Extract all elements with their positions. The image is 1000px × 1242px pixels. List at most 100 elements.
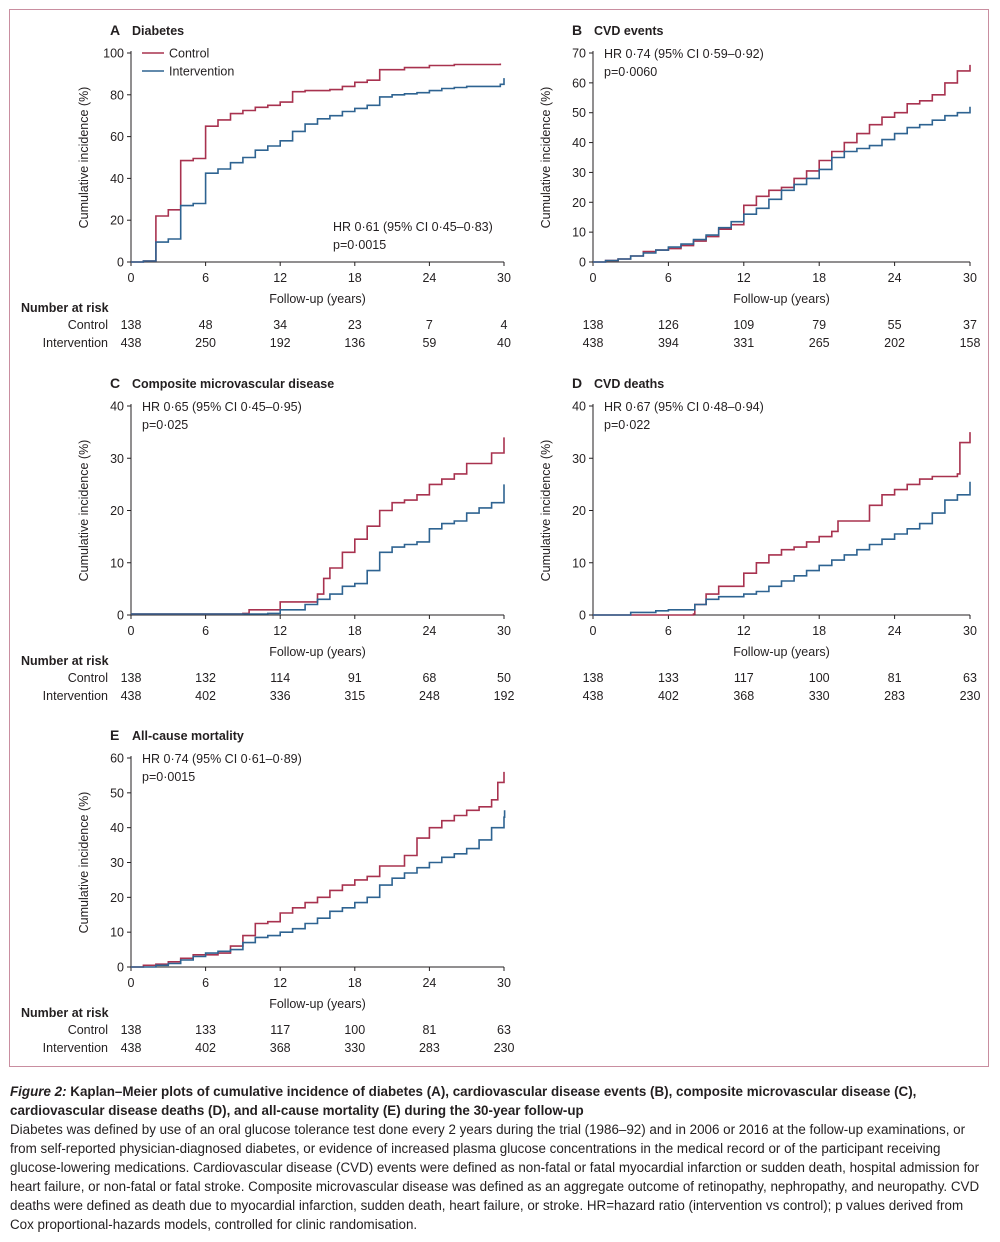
panel-a-x-tick-label: 30 [497, 271, 511, 285]
panel-b-risk-control-value: 138 [583, 318, 604, 332]
panel-e-intervention-curve [131, 810, 506, 968]
panel-e-risk-control-value: 117 [270, 1023, 290, 1037]
panel-c-risk-label-intervention: Intervention [43, 689, 108, 703]
panel-e-control-curve [131, 771, 505, 968]
panel-c-y-tick-label: 20 [110, 504, 124, 518]
panel-b-letter: B [572, 22, 582, 38]
panel-d-x-tick-label: 0 [590, 624, 597, 638]
panel-e-hazard-ratio: HR 0·74 (95% CI 0·61–0·89) [142, 752, 302, 766]
panel-c-y-axis-title: Cumulative incidence (%) [77, 440, 91, 582]
panel-a-x-tick-label: 12 [273, 271, 287, 285]
panel-d-risk-intervention-value: 402 [658, 689, 679, 703]
panel-b-hazard-ratio: HR 0·74 (95% CI 0·59–0·92) [604, 47, 764, 61]
panel-e-risk-control-value: 138 [121, 1023, 142, 1037]
panel-b-risk-control-value: 37 [963, 318, 977, 332]
panel-a-risk-intervention-value: 250 [195, 336, 216, 350]
panel-c-p-value: p=0·025 [142, 418, 188, 432]
panel-b-risk-intervention-value: 438 [583, 336, 604, 350]
panel-c-risk-control-value: 114 [270, 671, 290, 685]
panel-e-risk-control-value: 100 [344, 1023, 365, 1037]
panel-b-risk-control-value: 55 [888, 318, 902, 332]
panel-d-x-tick-label: 6 [665, 624, 672, 638]
panel-d-y-tick-label: 0 [579, 609, 586, 623]
panel-b-x-tick-label: 30 [963, 271, 977, 285]
panel-a-risk-header: Number at risk [21, 301, 109, 315]
panel-a-y-tick-label: 60 [110, 130, 124, 144]
panel-e-y-axis-title: Cumulative incidence (%) [77, 792, 91, 934]
panel-d-y-tick-label: 10 [572, 556, 586, 570]
panel-a-y-tick-label: 80 [110, 88, 124, 102]
panel-b-y-tick-label: 50 [572, 106, 586, 120]
panel-e-x-tick-label: 24 [422, 976, 436, 990]
panel-b-title: CVD events [594, 24, 664, 38]
panel-a-x-tick-label: 0 [128, 271, 135, 285]
panel-e-p-value: p=0·0015 [142, 770, 195, 784]
panel-a-legend-label-intervention: Intervention [169, 65, 234, 79]
panel-a-y-tick-label: 40 [110, 172, 124, 186]
panel-b-risk-intervention-value: 265 [809, 336, 830, 350]
panel-b-y-tick-label: 40 [572, 136, 586, 150]
panel-b-x-tick-label: 6 [665, 271, 672, 285]
panel-b-p-value: p=0·0060 [604, 65, 657, 79]
panel-a-risk-intervention-value: 59 [422, 336, 436, 350]
panel-e-risk-intervention-value: 402 [195, 1041, 216, 1055]
panel-d-risk-control-value: 63 [963, 671, 977, 685]
panel-e-risk-intervention-value: 330 [344, 1041, 365, 1055]
panel-a-p-value: p=0·0015 [333, 238, 386, 252]
panel-e-risk-label-intervention: Intervention [43, 1041, 108, 1055]
panel-a-risk-control-value: 138 [121, 318, 142, 332]
panel-d-title: CVD deaths [594, 377, 664, 391]
panel-a-letter: A [110, 22, 120, 38]
panel-e-risk-control-value: 81 [422, 1023, 436, 1037]
panel-a-risk-intervention-value: 136 [344, 336, 365, 350]
panel-b-x-tick-label: 12 [737, 271, 751, 285]
panel-d-risk-control-value: 81 [888, 671, 902, 685]
panel-e-x-tick-label: 12 [273, 976, 287, 990]
panel-e-risk-intervention-value: 368 [270, 1041, 291, 1055]
panel-c-risk-control-value: 138 [121, 671, 142, 685]
panel-d-control-curve [593, 432, 971, 616]
panel-b-x-tick-label: 18 [812, 271, 826, 285]
panel-a-risk-control-value: 7 [426, 318, 433, 332]
panel-c-x-axis-title: Follow-up (years) [269, 645, 366, 659]
panel-d-risk-intervention-value: 283 [884, 689, 905, 703]
panel-e-y-tick-label: 30 [110, 856, 124, 870]
panel-a-x-axis-title: Follow-up (years) [269, 292, 366, 306]
panel-c-risk-control-value: 132 [195, 671, 216, 685]
panel-c-risk-intervention-value: 336 [270, 689, 291, 703]
panel-d-y-tick-label: 40 [572, 400, 586, 414]
panel-c-x-tick-label: 24 [422, 624, 436, 638]
panel-a-risk-intervention-value: 438 [121, 336, 142, 350]
panel-e-x-axis-title: Follow-up (years) [269, 997, 366, 1011]
panel-b-y-tick-label: 0 [579, 256, 586, 270]
figure-caption: Figure 2: Kaplan–Meier plots of cumulati… [10, 1082, 990, 1234]
panel-e-y-tick-label: 0 [117, 961, 124, 975]
panel-d-x-tick-label: 24 [888, 624, 902, 638]
panel-d-y-tick-label: 20 [572, 504, 586, 518]
panel-c-x-tick-label: 6 [202, 624, 209, 638]
panel-c-risk-intervention-value: 192 [494, 689, 515, 703]
panel-e-risk-control-value: 133 [195, 1023, 216, 1037]
panel-c-risk-control-value: 68 [422, 671, 436, 685]
panel-c-y-tick-label: 30 [110, 452, 124, 466]
panel-b-intervention-curve [593, 106, 971, 263]
panel-c-risk-control-value: 91 [348, 671, 362, 685]
panel-a-y-tick-label: 20 [110, 214, 124, 228]
caption-body: Diabetes was defined by use of an oral g… [10, 1122, 980, 1232]
panel-c-risk-intervention-value: 402 [195, 689, 216, 703]
panel-e-risk-intervention-value: 283 [419, 1041, 440, 1055]
panel-d-x-tick-label: 30 [963, 624, 977, 638]
panel-e-y-tick-label: 50 [110, 786, 124, 800]
panel-b-y-tick-label: 10 [572, 226, 586, 240]
panel-b-y-tick-label: 60 [572, 76, 586, 90]
panel-b-control-curve [593, 64, 971, 263]
panel-d-risk-control-value: 100 [809, 671, 830, 685]
panel-c-risk-intervention-value: 248 [419, 689, 440, 703]
panel-c-x-tick-label: 0 [128, 624, 135, 638]
panel-a-y-tick-label: 100 [103, 47, 124, 61]
panel-a-x-tick-label: 6 [202, 271, 209, 285]
panel-e-y-tick-label: 20 [110, 891, 124, 905]
panel-a-risk-control-value: 34 [273, 318, 287, 332]
panel-d-hazard-ratio: HR 0·67 (95% CI 0·48–0·94) [604, 400, 764, 414]
panel-c-x-tick-label: 30 [497, 624, 511, 638]
